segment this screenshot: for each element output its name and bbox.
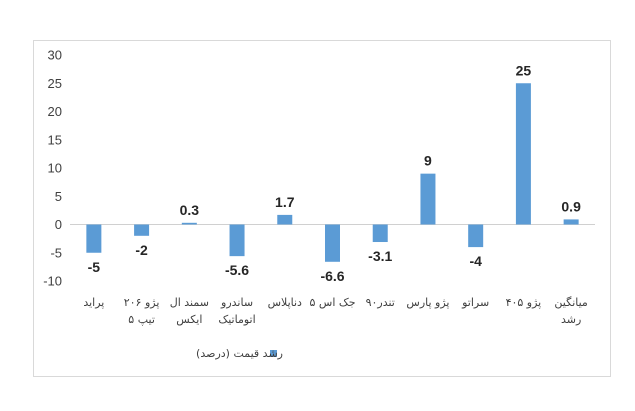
y-tick-label: 30 xyxy=(48,48,62,63)
y-tick-label: 5 xyxy=(55,189,62,204)
y-tick-label: -10 xyxy=(43,274,62,289)
category-label: پراید xyxy=(83,296,104,309)
data-label: 0.9 xyxy=(561,198,581,214)
y-tick-label: 20 xyxy=(48,104,62,119)
bar xyxy=(468,224,484,248)
bar xyxy=(86,224,102,253)
category-labels: پراید پژو ۲۰۶ تیپ ۵ سمند ال ایکس ساندرو اتومات… xyxy=(83,296,588,326)
bars xyxy=(86,83,579,262)
y-axis-ticks: 30 25 20 15 10 5 0 -5 -10 xyxy=(43,48,62,289)
data-label: -2 xyxy=(135,242,148,258)
category-label: پژو ۲۰۶ تیپ ۵ xyxy=(124,296,160,326)
bar xyxy=(563,219,579,225)
bar xyxy=(420,173,436,225)
category-label: جک اس ۵ xyxy=(309,296,355,309)
data-label: 1.7 xyxy=(275,194,295,210)
data-label: -6.6 xyxy=(320,268,344,284)
bar xyxy=(515,83,531,225)
y-tick-label: 0 xyxy=(55,217,62,232)
category-label: تندر۹۰ xyxy=(366,296,395,309)
data-label: 25 xyxy=(516,62,532,78)
category-label: پژو پارس xyxy=(406,296,449,309)
legend: رشد قیمت (درصد) xyxy=(196,347,283,360)
y-tick-label: 10 xyxy=(48,161,62,176)
data-labels: -5 -2 0.3 -5.6 1.7 -6.6 -3.1 9 -4 25 0.9 xyxy=(88,62,581,284)
data-label: -5 xyxy=(88,259,101,275)
category-label: سمند ال ایکس xyxy=(170,296,209,326)
category-label: پژو ۴۰۵ xyxy=(506,296,542,309)
bar xyxy=(181,222,197,225)
data-label: -3.1 xyxy=(368,248,392,264)
y-tick-label: 15 xyxy=(48,132,62,147)
y-tick-label: 25 xyxy=(48,76,62,91)
bar xyxy=(134,224,150,236)
category-label: دناپلاس xyxy=(268,296,302,309)
data-label: 9 xyxy=(424,153,432,169)
category-label: سراتو xyxy=(461,296,489,309)
legend-swatch xyxy=(270,350,277,357)
legend-label: رشد قیمت (درصد) xyxy=(196,347,283,360)
bar xyxy=(277,214,293,225)
chart-frame xyxy=(33,40,611,377)
category-label: ساندرو اتوماتیک xyxy=(218,296,255,326)
bar xyxy=(325,224,340,262)
data-label: -5.6 xyxy=(225,262,249,278)
bar xyxy=(229,224,245,257)
y-tick-label: -5 xyxy=(50,245,62,260)
category-label: میانگین رشد xyxy=(554,296,588,326)
data-label: 0.3 xyxy=(180,202,200,218)
data-label: -4 xyxy=(469,253,482,269)
bar xyxy=(372,224,388,243)
